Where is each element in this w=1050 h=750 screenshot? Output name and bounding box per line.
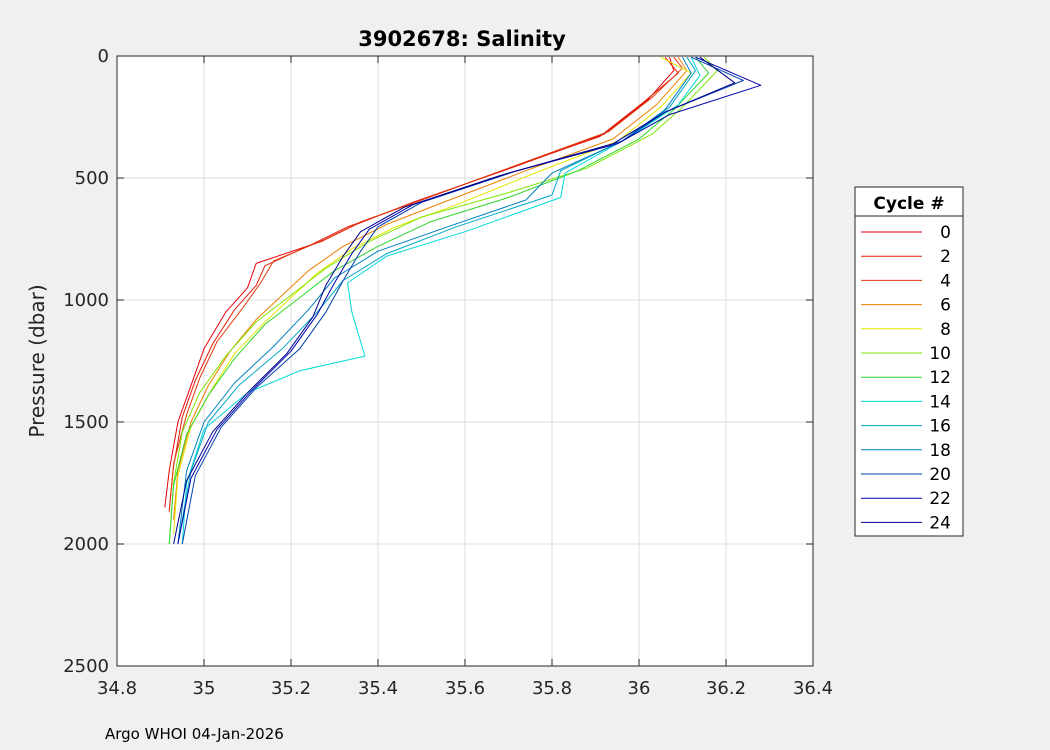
series-line-cycle-18 (177, 56, 692, 545)
x-tick-label: 35.4 (358, 678, 398, 699)
y-tick-label: 2500 (63, 656, 109, 677)
series-line-cycle-10 (168, 56, 718, 545)
legend-label-cycle-6: 6 (940, 296, 951, 316)
y-tick-label: 1000 (63, 290, 109, 311)
x-axis: 34.8 35 35.2 35.4 35.6 35.8 36 36.2 36.4 (97, 56, 833, 699)
series-line-cycle-22 (177, 56, 762, 545)
chart-title: 3902678: Salinity (358, 27, 566, 51)
legend-label-cycle-4: 4 (940, 271, 951, 291)
legend-label-cycle-22: 22 (929, 489, 951, 509)
footer-credit: Argo WHOI 04-Jan-2026 (105, 725, 284, 743)
legend-box (854, 186, 964, 537)
legend-label-cycle-20: 20 (929, 465, 951, 485)
legend-label-cycle-2: 2 (940, 247, 951, 267)
legend-label-cycle-12: 12 (929, 368, 951, 388)
y-tick-label: 500 (75, 168, 109, 189)
y-axis-label: Pressure (dbar) (25, 284, 49, 437)
legend-title: Cycle # (873, 194, 944, 214)
x-tick-label: 34.8 (97, 678, 137, 699)
legend-label-cycle-14: 14 (929, 392, 951, 412)
series-line-cycle-24 (173, 56, 736, 545)
series-group (164, 56, 762, 545)
legend-label-cycle-10: 10 (929, 344, 951, 364)
x-tick-label: 35.2 (271, 678, 311, 699)
y-tick-label: 1500 (63, 412, 109, 433)
x-tick-label: 35 (193, 678, 216, 699)
legend-label-cycle-24: 24 (929, 513, 951, 533)
x-tick-label: 36.4 (793, 678, 833, 699)
series-line-cycle-14 (181, 56, 701, 545)
x-tick-label: 36.2 (706, 678, 746, 699)
legend-label-cycle-16: 16 (929, 417, 951, 437)
x-tick-label: 35.8 (532, 678, 572, 699)
x-tick-label: 36 (628, 678, 651, 699)
series-line-cycle-20 (181, 56, 744, 545)
legend-label-cycle-0: 0 (940, 223, 951, 243)
legend-label-cycle-8: 8 (940, 320, 951, 340)
series-line-cycle-4 (168, 56, 683, 513)
y-tick-label: 0 (98, 46, 109, 67)
y-tick-label: 2000 (63, 534, 109, 555)
series-line-cycle-0 (164, 57, 675, 508)
series-line-cycle-6 (173, 56, 688, 520)
y-axis: 0 500 1000 1500 2000 2500 (63, 46, 813, 677)
legend-label-cycle-18: 18 (929, 441, 951, 461)
x-tick-label: 35.6 (445, 678, 485, 699)
